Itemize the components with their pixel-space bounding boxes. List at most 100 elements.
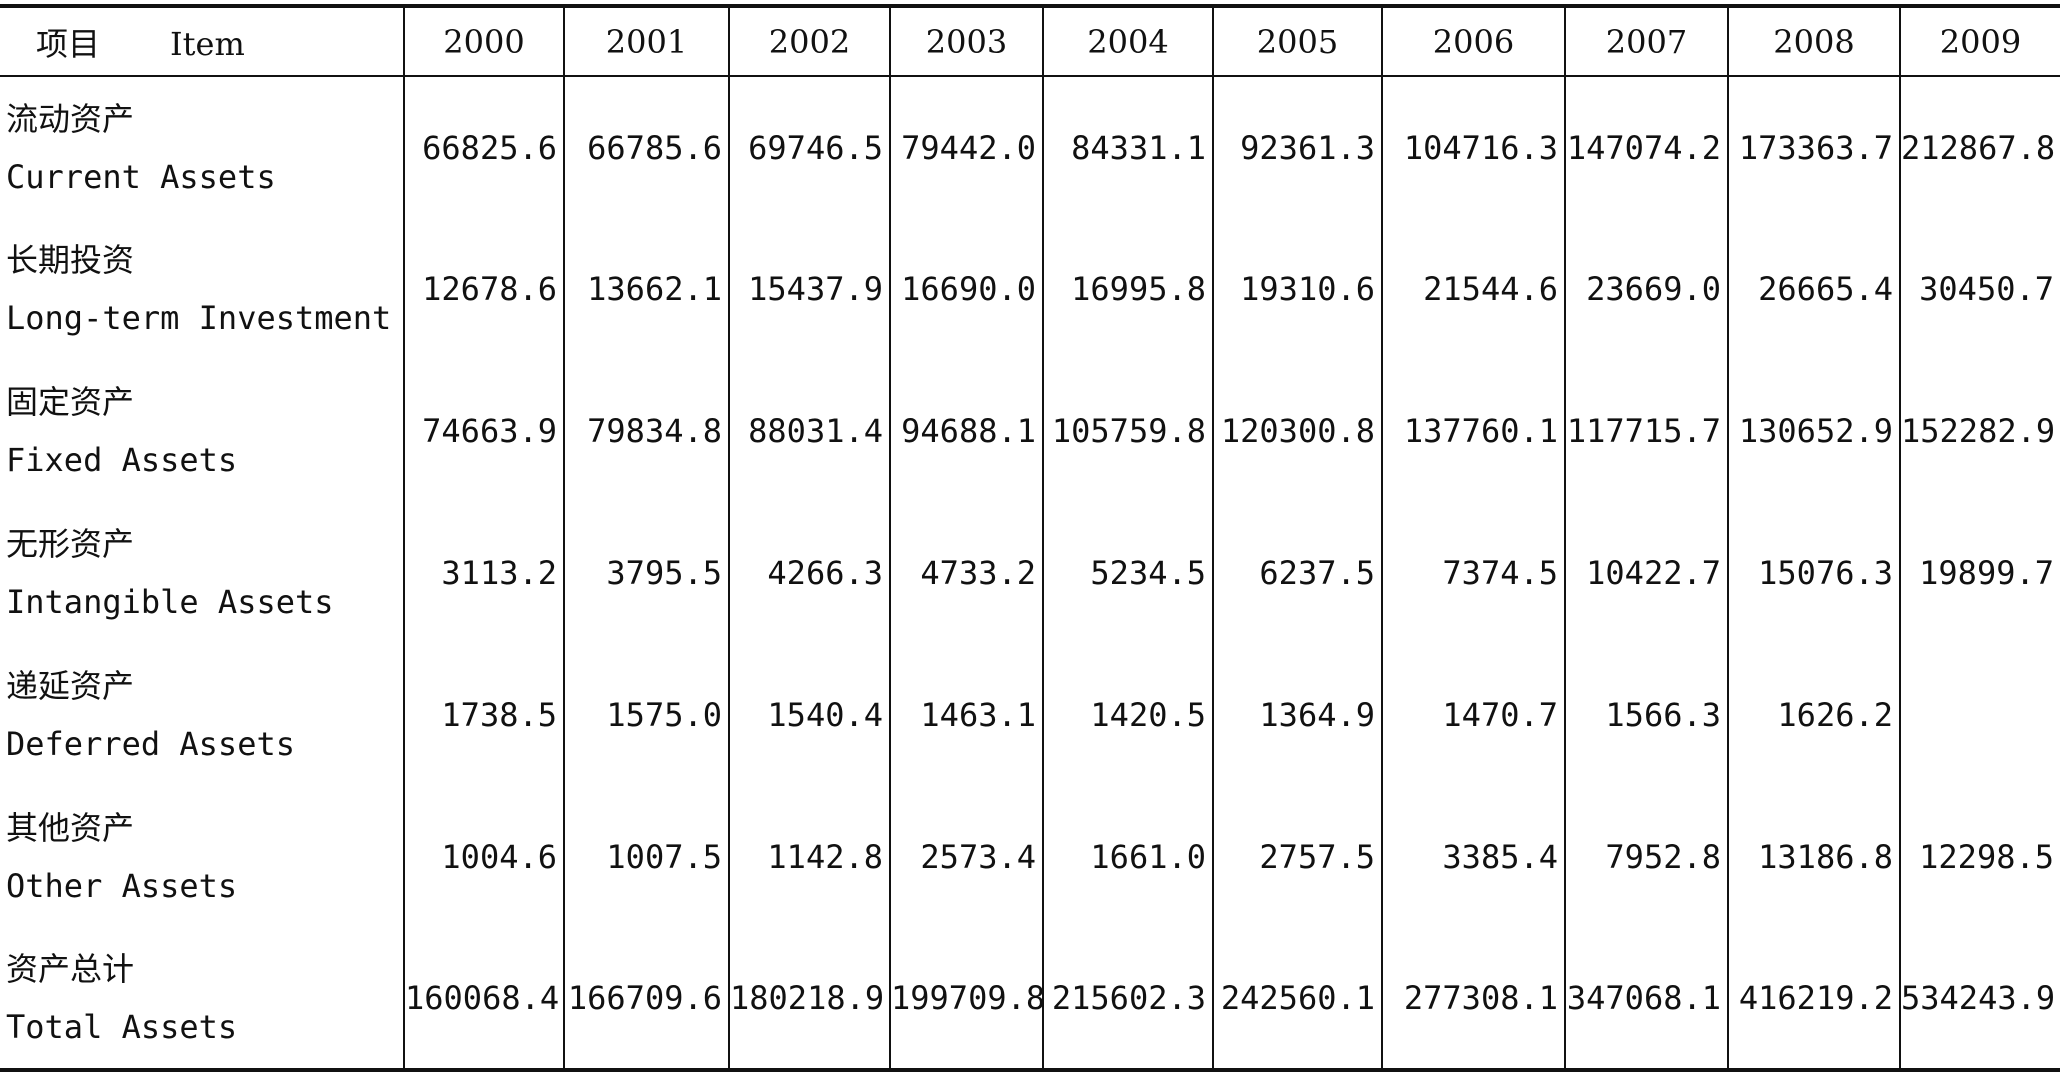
table-cell: 15437.9	[728, 218, 890, 360]
header-year: 2006	[1381, 4, 1565, 77]
table-cell: 1004.6	[403, 786, 564, 928]
row-label-en: Current Assets	[6, 157, 276, 196]
table-cell: 13186.8	[1727, 786, 1900, 928]
row-label-en: Long-term Investment	[6, 299, 392, 337]
table-cell: 1566.3	[1564, 644, 1728, 786]
assets-table: 项目 Item 2000 2001 2002 2003 2004 2005 200…	[0, 4, 2060, 1072]
table-cell: 1575.0	[563, 644, 729, 786]
table-cell: 5234.5	[1042, 502, 1213, 644]
row-label-cn: 无形资产	[6, 525, 135, 563]
table-cell: 12678.6	[403, 218, 564, 360]
table-cell: 23669.0	[1564, 218, 1728, 360]
table-row: 其他资产 Other Assets 1004.6 1007.5 1142.8 2…	[0, 786, 2060, 928]
row-label-cn: 固定资产	[6, 383, 135, 421]
row-label-en: Other Assets	[6, 867, 238, 905]
table-cell: 84331.1	[1042, 76, 1213, 218]
table-cell: 92361.3	[1212, 76, 1382, 218]
table-cell: 1463.1	[889, 644, 1043, 786]
table-cell: 1661.0	[1042, 786, 1213, 928]
table-cell: 180218.9	[728, 928, 890, 1072]
table-cell: 117715.7	[1564, 360, 1728, 502]
table-cell: 69746.5	[728, 76, 890, 218]
table-row: 资产总计 Total Assets 160068.4 166709.6 1802…	[0, 928, 2060, 1072]
table-cell: 3795.5	[563, 502, 729, 644]
table-body: 流动资产 Current Assets 66825.6 66785.6 6974…	[0, 76, 2060, 1072]
row-label-en: Deferred Assets	[6, 725, 295, 763]
table-cell: 2573.4	[889, 786, 1043, 928]
table-cell: 12298.5	[1899, 786, 2060, 928]
table-cell: 4266.3	[728, 502, 890, 644]
table-cell: 2757.5	[1212, 786, 1382, 928]
row-label-en: Intangible Assets	[6, 583, 334, 621]
table-cell: 104716.3	[1381, 76, 1565, 218]
table-row: 递延资产 Deferred Assets 1738.5 1575.0 1540.…	[0, 644, 2060, 786]
row-label-cn: 其他资产	[6, 809, 135, 847]
table-cell: 21544.6	[1381, 218, 1565, 360]
table-cell: 277308.1	[1381, 928, 1565, 1072]
table-cell: 166709.6	[563, 928, 729, 1072]
table-cell: 30450.7	[1899, 218, 2060, 360]
table-cell: 1007.5	[563, 786, 729, 928]
table-cell: 1626.2	[1727, 644, 1900, 786]
table-cell: 79442.0	[889, 76, 1043, 218]
row-label: 无形资产 Intangible Assets	[0, 502, 404, 644]
table-row: 无形资产 Intangible Assets 3113.2 3795.5 426…	[0, 502, 2060, 644]
header-year: 2007	[1564, 4, 1728, 77]
table-cell: 173363.7	[1727, 76, 1900, 218]
row-label: 递延资产 Deferred Assets	[0, 644, 404, 786]
table-cell: 1540.4	[728, 644, 890, 786]
table-cell: 7374.5	[1381, 502, 1565, 644]
row-label: 其他资产 Other Assets	[0, 786, 404, 928]
row-label-cn: 递延资产	[6, 667, 135, 705]
row-label-en: Total Assets	[6, 1008, 238, 1046]
table-cell: 137760.1	[1381, 360, 1565, 502]
table-cell: 7952.8	[1564, 786, 1728, 928]
header-item: 项目 Item	[0, 4, 404, 77]
table-cell: 19310.6	[1212, 218, 1382, 360]
table-cell: 215602.3	[1042, 928, 1213, 1072]
table-cell: 105759.8	[1042, 360, 1213, 502]
table-cell: 1470.7	[1381, 644, 1565, 786]
header-year: 2008	[1727, 4, 1900, 77]
row-label-cn: 流动资产	[6, 99, 135, 138]
table-cell: 74663.9	[403, 360, 564, 502]
table-row: 流动资产 Current Assets 66825.6 66785.6 6974…	[0, 76, 2060, 218]
table-cell: 199709.8	[889, 928, 1045, 1072]
header-year: 2003	[889, 4, 1043, 77]
table-cell: 1738.5	[403, 644, 564, 786]
table-cell: 1364.9	[1212, 644, 1382, 786]
row-label: 固定资产 Fixed Assets	[0, 360, 404, 502]
table-cell: 66785.6	[563, 76, 729, 218]
header-row: 项目 Item 2000 2001 2002 2003 2004 2005 200…	[0, 4, 2060, 77]
table-cell: 242560.1	[1212, 928, 1382, 1072]
row-label: 长期投资 Long-term Investment	[0, 218, 404, 360]
row-label-en: Fixed Assets	[6, 441, 238, 479]
table-row: 长期投资 Long-term Investment 12678.6 13662.…	[0, 218, 2060, 360]
row-label: 资产总计 Total Assets	[0, 928, 404, 1072]
row-label: 流动资产 Current Assets	[0, 76, 404, 218]
table-cell: 3113.2	[403, 502, 564, 644]
table-cell: 15076.3	[1727, 502, 1900, 644]
table-cell: 26665.4	[1727, 218, 1900, 360]
table-row: 固定资产 Fixed Assets 74663.9 79834.8 88031.…	[0, 360, 2060, 502]
table-cell: 212867.8	[1899, 76, 2060, 218]
table-header: 项目 Item 2000 2001 2002 2003 2004 2005 200…	[0, 4, 2060, 77]
header-year: 2000	[403, 4, 564, 77]
table-cell: 6237.5	[1212, 502, 1382, 644]
table-cell: 347068.1	[1564, 928, 1728, 1072]
table-cell: 13662.1	[563, 218, 729, 360]
table-cell: 10422.7	[1564, 502, 1728, 644]
header-year: 2004	[1042, 4, 1213, 77]
table-cell: 416219.2	[1727, 928, 1900, 1072]
table-cell: 120300.8	[1212, 360, 1382, 502]
header-item-cn: 项目	[36, 24, 101, 63]
header-year: 2009	[1899, 4, 2060, 77]
table-cell: 16995.8	[1042, 218, 1213, 360]
row-label-cn: 资产总计	[6, 950, 135, 988]
table-cell: 3385.4	[1381, 786, 1565, 928]
table-cell: 160068.4	[403, 928, 564, 1072]
header-year: 2005	[1212, 4, 1382, 77]
header-year: 2001	[563, 4, 729, 77]
row-label-cn: 长期投资	[6, 241, 135, 279]
